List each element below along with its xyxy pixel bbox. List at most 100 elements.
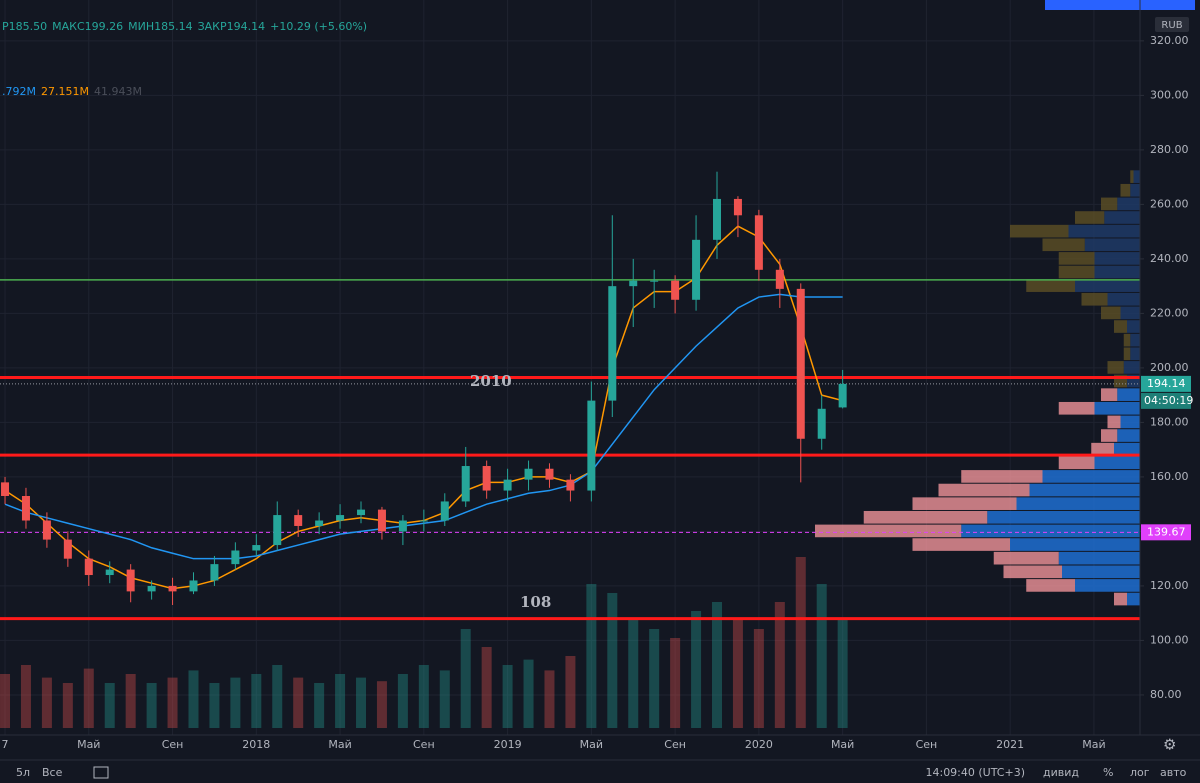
candle-body bbox=[84, 558, 93, 576]
x-tick-label: Май bbox=[328, 738, 351, 751]
candle-body bbox=[42, 520, 51, 540]
candle-body bbox=[671, 280, 680, 300]
profile-down bbox=[1010, 224, 1069, 238]
profile-up bbox=[1127, 320, 1140, 333]
toolbar-option[interactable]: % bbox=[1103, 766, 1113, 779]
calendar-icon[interactable] bbox=[93, 766, 109, 779]
profile-down bbox=[1075, 211, 1105, 224]
profile-up bbox=[1117, 388, 1140, 401]
settings-icon[interactable]: ⚙ bbox=[1163, 736, 1176, 754]
poc-badge bbox=[1141, 524, 1191, 541]
profile-down bbox=[1107, 361, 1124, 374]
candle-body bbox=[273, 515, 282, 546]
volume-bar bbox=[20, 665, 31, 728]
profile-down bbox=[912, 497, 1017, 510]
candle-body bbox=[126, 569, 135, 592]
profile-down bbox=[1091, 442, 1114, 456]
annotation: 2010 bbox=[470, 372, 512, 390]
y-tick-label: 100.00 bbox=[1150, 633, 1189, 646]
candle-body bbox=[817, 408, 826, 439]
x-tick-label: Сен bbox=[162, 738, 184, 751]
y-tick-label: 280.00 bbox=[1150, 143, 1189, 156]
y-tick-label: 240.00 bbox=[1150, 252, 1189, 265]
profile-down bbox=[1058, 401, 1095, 415]
volume-bar bbox=[62, 683, 73, 728]
volume-bar bbox=[816, 584, 827, 728]
volume-bar bbox=[460, 629, 471, 728]
volume-bar bbox=[732, 620, 743, 728]
countdown-label: 04:50:19 bbox=[1144, 394, 1193, 407]
profile-up bbox=[1029, 483, 1140, 497]
candle-body bbox=[692, 239, 701, 300]
profile-up bbox=[1133, 170, 1140, 183]
volume-bar bbox=[523, 659, 534, 728]
volume-bar bbox=[795, 557, 806, 728]
last-price-label: 194.14 bbox=[1147, 377, 1186, 390]
candle-body bbox=[587, 400, 596, 491]
volume-bar bbox=[356, 677, 367, 728]
candle-body bbox=[503, 479, 512, 491]
volume-bar bbox=[670, 638, 681, 728]
range-button[interactable]: Все bbox=[42, 766, 63, 779]
profile-down bbox=[1101, 429, 1118, 442]
candle-body bbox=[796, 288, 805, 439]
profile-down bbox=[1114, 592, 1127, 606]
candle-body bbox=[105, 569, 114, 576]
candle-body bbox=[461, 466, 470, 502]
profile-down bbox=[1058, 456, 1095, 470]
candle-body bbox=[545, 468, 554, 480]
toolbar-option[interactable]: авто bbox=[1160, 766, 1187, 779]
volume-bar bbox=[544, 670, 555, 728]
profile-down bbox=[863, 510, 988, 524]
profile-down bbox=[1081, 292, 1108, 306]
profile-down bbox=[1101, 197, 1118, 211]
ohlc-legend: ЗАКР194.14 bbox=[198, 20, 266, 33]
profile-up bbox=[1075, 579, 1140, 592]
candle-body bbox=[629, 280, 638, 287]
profile-down bbox=[1101, 388, 1118, 401]
volume-bar bbox=[167, 677, 178, 728]
volume-bar bbox=[649, 629, 660, 728]
currency: RUB bbox=[1161, 20, 1182, 31]
volume-legend: 27.151M bbox=[41, 85, 89, 98]
x-tick-label: Май bbox=[580, 738, 603, 751]
range-button[interactable]: 5л bbox=[16, 766, 30, 779]
profile-up bbox=[1130, 183, 1140, 197]
profile-up bbox=[1068, 224, 1140, 238]
x-tick-label: Май bbox=[1082, 738, 1105, 751]
candle-body bbox=[315, 520, 324, 526]
volume-bar bbox=[146, 683, 157, 728]
y-tick-label: 220.00 bbox=[1150, 306, 1189, 319]
volume-bar bbox=[774, 602, 785, 728]
candle-body bbox=[650, 280, 659, 282]
volume-bar bbox=[104, 683, 115, 728]
candle-body bbox=[733, 198, 742, 216]
top-button[interactable] bbox=[1045, 0, 1195, 10]
volume-bar bbox=[376, 681, 387, 728]
volume-bar bbox=[691, 611, 702, 728]
candle-body bbox=[147, 585, 156, 592]
candle-body bbox=[566, 479, 575, 491]
toolbar-option[interactable]: лог bbox=[1130, 766, 1150, 779]
profile-down bbox=[938, 483, 1030, 497]
profile-up bbox=[1010, 538, 1140, 551]
candle-body bbox=[168, 585, 177, 592]
profile-up bbox=[1117, 197, 1140, 211]
candle-body bbox=[713, 198, 722, 240]
profile-up bbox=[1075, 279, 1140, 292]
profile-up bbox=[1016, 497, 1140, 510]
profile-down bbox=[1026, 579, 1075, 592]
toolbar-option[interactable]: дивид bbox=[1043, 766, 1079, 779]
profile-up bbox=[1120, 306, 1140, 320]
ohlc-legend: Р185.50 bbox=[2, 20, 47, 33]
candle-body bbox=[231, 550, 240, 565]
profile-up bbox=[1058, 551, 1140, 565]
candle-body bbox=[377, 509, 386, 532]
candle-body bbox=[398, 520, 407, 532]
candle-body bbox=[524, 468, 533, 480]
x-tick-label: Май bbox=[77, 738, 100, 751]
profile-down bbox=[1120, 183, 1131, 197]
volume-bar bbox=[712, 602, 723, 728]
profile-down bbox=[1123, 333, 1131, 347]
